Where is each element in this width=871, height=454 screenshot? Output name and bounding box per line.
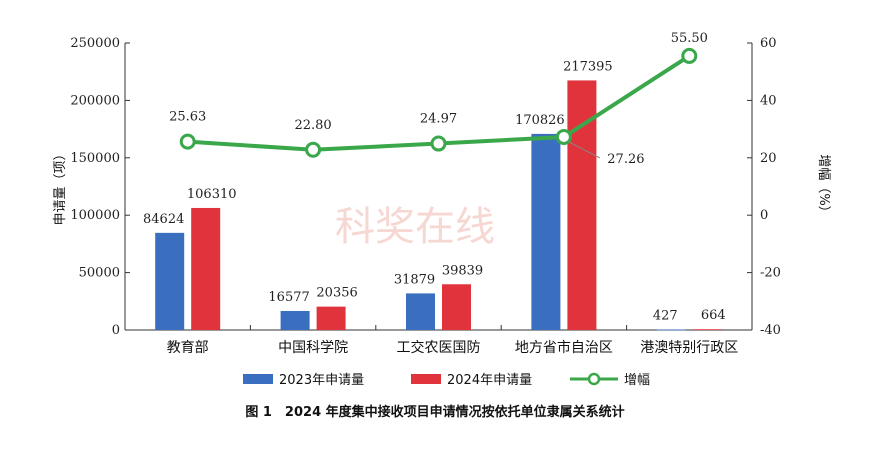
y2-tick-label: 20 bbox=[760, 151, 777, 166]
bars bbox=[155, 80, 722, 331]
y-axis-title: 申请量（项） bbox=[53, 147, 68, 225]
growth-line bbox=[179, 47, 698, 158]
bar-value-label: 106310 bbox=[187, 187, 237, 202]
bar-2024 bbox=[442, 284, 471, 330]
y2-tick-label: 40 bbox=[760, 93, 777, 108]
bar-value-label: 16577 bbox=[268, 290, 309, 305]
x-tick-label: 港澳特别行政区 bbox=[640, 340, 738, 356]
legend-label: 增幅 bbox=[624, 373, 650, 388]
bar-2023 bbox=[155, 232, 185, 330]
y2-tick-label: -20 bbox=[760, 266, 781, 281]
y2-tick-label: -40 bbox=[760, 323, 781, 338]
growth-value-label: 27.26 bbox=[607, 152, 644, 167]
legend: 2023年申请量 2024年申请量 增幅 bbox=[243, 372, 650, 388]
bar-2023 bbox=[406, 293, 435, 330]
y2-tick-label: 0 bbox=[760, 208, 768, 223]
axes: 0 50000 100000 150000 200000 250000 -40 -20 0 20 4… bbox=[53, 36, 831, 356]
legend-label: 2024年申请量 bbox=[447, 373, 532, 388]
legend-swatch bbox=[243, 374, 273, 384]
bar-2023 bbox=[656, 329, 686, 331]
figure-caption: 图 1 2024 年度集中接收项目申请情况按依托单位隶属关系统计 bbox=[245, 404, 624, 420]
bar-value-label: 170826 bbox=[515, 113, 565, 128]
bar-value-label: 31879 bbox=[394, 272, 435, 287]
growth-point bbox=[681, 47, 698, 64]
growth-point bbox=[555, 128, 572, 145]
bar-value-label: 39839 bbox=[442, 263, 483, 278]
y-tick-label: 0 bbox=[112, 323, 120, 338]
bar-value-label: 217395 bbox=[563, 59, 613, 74]
x-tick-label: 中国科学院 bbox=[278, 340, 348, 356]
bar-2024 bbox=[316, 306, 346, 330]
legend-label: 2023年申请量 bbox=[279, 373, 364, 388]
growth-value-label: 22.80 bbox=[294, 118, 331, 133]
growth-point bbox=[430, 135, 447, 152]
growth-value-label: 55.50 bbox=[671, 31, 708, 46]
legend-marker bbox=[587, 372, 601, 386]
legend-swatch bbox=[411, 374, 441, 384]
y-tick-label: 50000 bbox=[79, 266, 120, 281]
y2-axis-title: 增幅（%） bbox=[816, 154, 831, 218]
bar-value-label: 427 bbox=[653, 309, 678, 324]
y-tick-label: 200000 bbox=[70, 93, 120, 108]
data-labels: 84624 16577 31879 170826 427 106310 20356 39839… bbox=[143, 31, 726, 324]
growth-value-label: 24.97 bbox=[420, 112, 457, 127]
x-tick-label: 工交农医国防 bbox=[397, 339, 481, 356]
y-tick-label: 100000 bbox=[70, 208, 120, 223]
bar-2024 bbox=[191, 207, 221, 330]
y-tick-label: 150000 bbox=[70, 151, 120, 166]
growth-point bbox=[179, 133, 196, 150]
x-tick-label: 地方省市自治区 bbox=[515, 339, 613, 356]
y-tick-label: 250000 bbox=[70, 36, 120, 51]
x-tick-label: 教育部 bbox=[167, 340, 209, 356]
watermark: 科奖在线 bbox=[335, 204, 495, 250]
bar-2024 bbox=[692, 329, 722, 331]
growth-value-label: 25.63 bbox=[169, 110, 206, 125]
y2-tick-label: 60 bbox=[760, 36, 777, 51]
bar-value-label: 20356 bbox=[316, 286, 357, 301]
bar-value-label: 84624 bbox=[143, 212, 184, 227]
bar-2023 bbox=[280, 310, 310, 330]
bar-2023 bbox=[531, 133, 561, 330]
bar-value-label: 664 bbox=[701, 308, 726, 323]
bar-2024 bbox=[567, 80, 597, 330]
growth-point bbox=[305, 141, 322, 158]
callout-leader bbox=[568, 141, 601, 159]
